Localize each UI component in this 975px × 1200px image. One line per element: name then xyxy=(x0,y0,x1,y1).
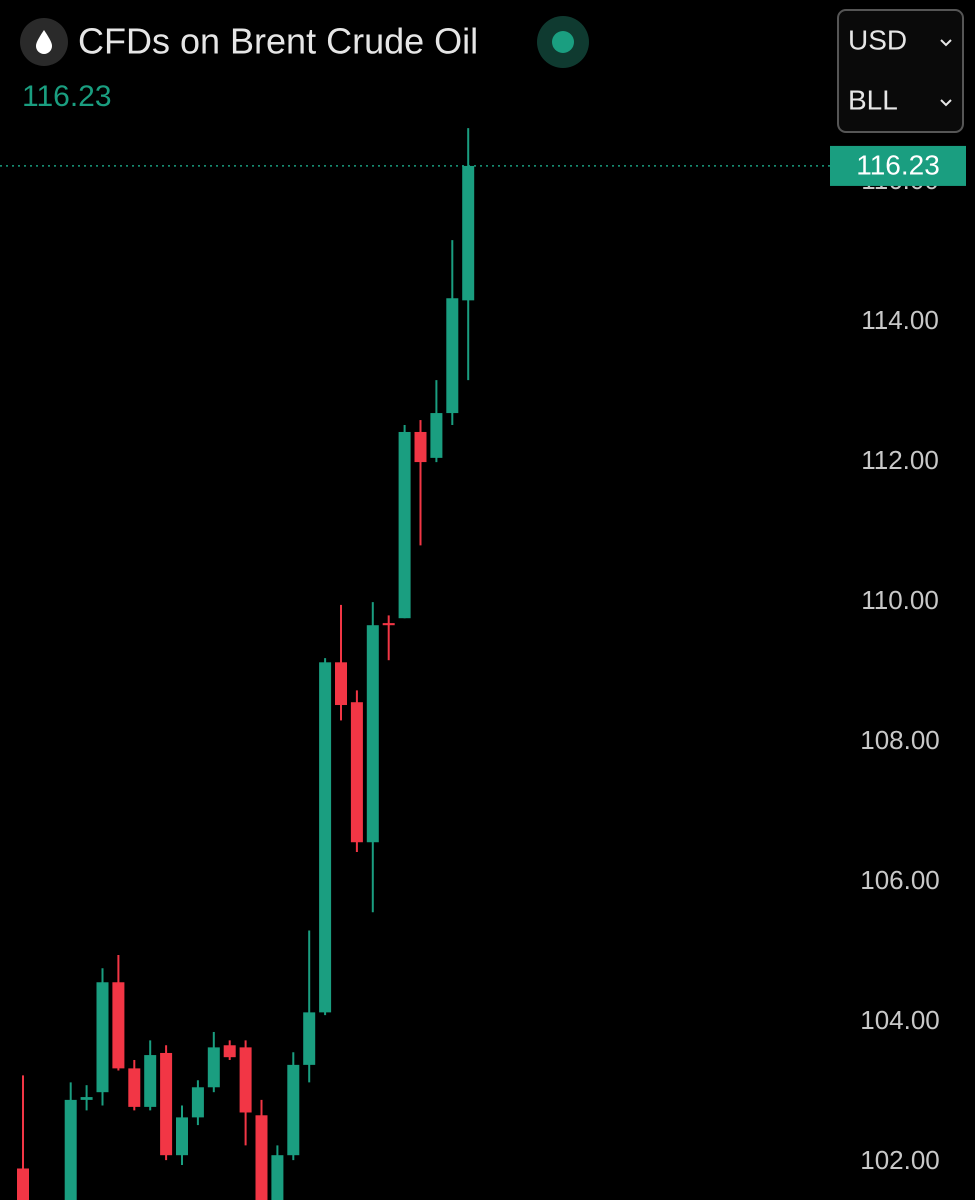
header-price: 116.23 xyxy=(22,80,112,113)
candle-body xyxy=(398,431,411,619)
candle-body xyxy=(80,1097,93,1100)
candle-body xyxy=(462,165,475,301)
currency-select[interactable]: USD xyxy=(848,24,907,55)
selector-box[interactable] xyxy=(837,9,964,133)
candle-body xyxy=(64,1099,77,1200)
candle-body xyxy=(17,1168,29,1200)
candle-body xyxy=(223,1045,236,1058)
candle-body xyxy=(160,1052,173,1156)
chart-title: CFDs on Brent Crude Oil xyxy=(78,21,478,62)
y-tick-label: 106.00 xyxy=(860,865,940,895)
candle-body xyxy=(96,982,109,1093)
candle-body xyxy=(255,1115,268,1200)
y-tick-label: 112.00 xyxy=(861,445,939,475)
candle-body xyxy=(350,702,363,843)
candle-body xyxy=(319,662,332,1013)
price-tag xyxy=(830,145,966,186)
candle-body xyxy=(207,1047,220,1088)
status-dot xyxy=(552,31,574,53)
price-tag-label: 116.23 xyxy=(856,149,940,180)
drop-icon xyxy=(36,30,52,54)
unit-select[interactable]: BLL xyxy=(848,84,898,115)
candle-body xyxy=(191,1087,204,1118)
y-tick-label: 104.00 xyxy=(860,1005,940,1035)
y-tick-label: 108.00 xyxy=(860,725,940,755)
y-tick-label: 102.00 xyxy=(860,1145,940,1175)
candle-body xyxy=(446,298,459,414)
candle-body xyxy=(430,413,443,458)
y-tick-label: 114.00 xyxy=(861,305,939,335)
candle-body xyxy=(335,662,347,706)
chevron xyxy=(940,39,952,47)
header: CFDs on Brent Crude Oil 116.23 USD BLL xyxy=(20,9,964,133)
candle-body xyxy=(287,1064,300,1156)
plot: 102.00 104.00 106.00 108.00 110.00 112.00 114.… xyxy=(0,128,966,1200)
candle-body xyxy=(144,1055,157,1107)
candle-body xyxy=(303,1012,316,1065)
candle-body xyxy=(382,623,395,626)
candle-body xyxy=(112,982,125,1069)
candle-body xyxy=(414,431,427,463)
candle-body xyxy=(128,1068,141,1107)
candle-body xyxy=(366,625,379,843)
candle-body xyxy=(271,1155,284,1200)
chevron xyxy=(940,99,952,107)
y-tick-label: 110.00 xyxy=(861,585,939,615)
candle-body xyxy=(176,1117,188,1156)
candle-body xyxy=(239,1047,252,1113)
